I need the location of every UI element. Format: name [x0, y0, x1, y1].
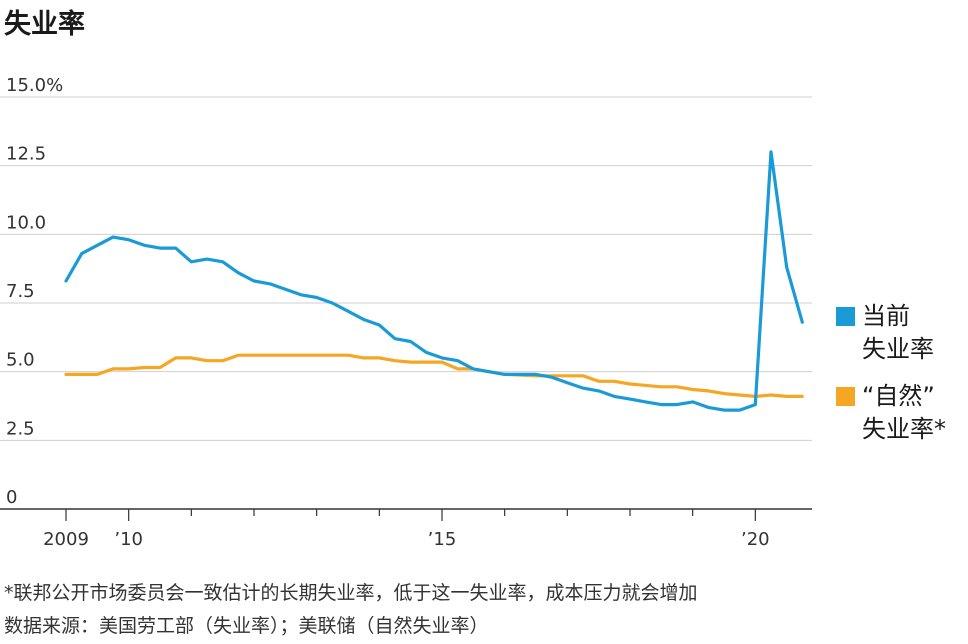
line-chart: 0 2.5 5.0 7.5 10.0 12.5 15.0% 2009 ’10 ’15 ’20 — [0, 75, 812, 550]
y-tick-label: 7.5 — [6, 281, 35, 302]
legend-label-current: 当前 失业率 — [862, 302, 934, 363]
y-tick-label: 2.5 — [6, 418, 35, 439]
chart-title: 失业率 — [4, 9, 85, 40]
footnote-definition: *联邦公开市场委员会一致估计的长期失业率，低于这一失业率，成本压力就会增加 — [4, 582, 698, 604]
x-tick-label: ’10 — [114, 529, 143, 550]
y-axis-tick-labels: 0 2.5 5.0 7.5 10.0 12.5 15.0% — [6, 75, 63, 508]
grid-lines — [0, 96, 812, 441]
legend-label-natural: “自然” 失业率* — [862, 382, 946, 443]
y-tick-label: 10.0 — [6, 212, 46, 233]
y-tick-label: 5.0 — [6, 350, 35, 371]
footnote-source: 数据来源：美国劳工部（失业率）；美联储（自然失业率） — [4, 615, 489, 637]
legend-swatch-natural — [836, 387, 855, 406]
x-axis-tick-labels: 2009 ’10 ’15 ’20 — [43, 529, 770, 550]
x-tick-label: 2009 — [43, 529, 89, 550]
x-axis — [0, 508, 812, 521]
x-tick-label: ’20 — [741, 529, 770, 550]
legend-swatch-current — [836, 307, 855, 326]
series-line-natural-unemployment — [64, 353, 804, 398]
y-tick-label: 15.0% — [6, 75, 63, 96]
legend-item-current-unemployment: 当前 失业率 — [836, 300, 966, 366]
y-tick-label: 12.5 — [6, 144, 46, 165]
legend-item-natural-unemployment: “自然” 失业率* — [836, 380, 966, 446]
series-lines — [64, 150, 804, 412]
y-tick-label: 0 — [6, 487, 17, 508]
series-line-current-unemployment — [64, 150, 804, 412]
x-tick-label: ’15 — [428, 529, 457, 550]
